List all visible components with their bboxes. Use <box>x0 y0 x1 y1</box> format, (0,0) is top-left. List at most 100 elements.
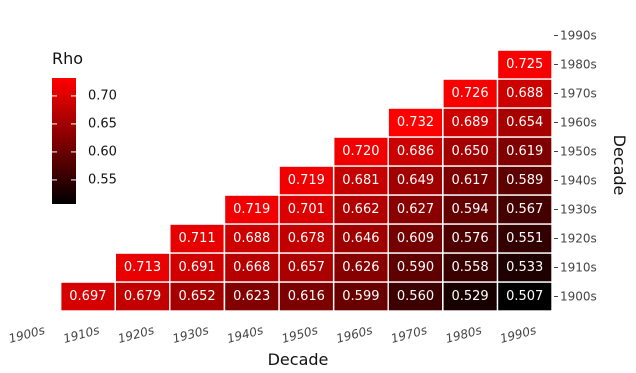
heatmap-cell <box>334 282 388 311</box>
x-tick-label: 1920s <box>116 323 155 346</box>
y-tick-label: 1920s <box>560 232 597 246</box>
cell-value-label: 0.697 <box>69 289 106 304</box>
legend-tick-label: 0.65 <box>88 116 117 131</box>
cell-value-label: 0.688 <box>233 231 270 246</box>
heatmap-cell <box>388 224 442 253</box>
cell-value-label: 0.623 <box>233 289 270 304</box>
heatmap-cell <box>388 282 442 311</box>
heatmap-cell <box>334 224 388 253</box>
x-axis-title: Decade <box>268 350 329 369</box>
heatmap-cell <box>225 195 279 224</box>
cell-value-label: 0.617 <box>451 173 488 188</box>
heatmap-cell <box>498 79 552 108</box>
cell-value-label: 0.590 <box>397 260 434 275</box>
cell-value-label: 0.678 <box>288 231 325 246</box>
y-tick-label: 1930s <box>560 203 597 217</box>
heatmap-cell <box>170 253 224 282</box>
cell-value-label: 0.652 <box>178 289 215 304</box>
y-tick-label: 1940s <box>560 174 597 188</box>
heatmap-cell <box>388 253 442 282</box>
x-tick-label: 1910s <box>62 323 101 346</box>
heatmap-cell <box>388 137 442 166</box>
heatmap-cell <box>443 108 497 137</box>
cell-value-label: 0.688 <box>506 86 543 101</box>
legend-colorbar <box>52 78 76 204</box>
y-tick-label: 1900s <box>560 290 597 304</box>
cell-value-label: 0.686 <box>397 144 434 159</box>
heatmap-cell <box>443 137 497 166</box>
y-tick-label: 1950s <box>560 145 597 159</box>
cell-value-label: 0.589 <box>506 173 543 188</box>
cell-value-label: 0.726 <box>451 86 488 101</box>
cell-value-label: 0.701 <box>288 202 325 217</box>
cell-value-label: 0.627 <box>397 202 434 217</box>
heatmap-cell <box>443 166 497 195</box>
cell-value-label: 0.720 <box>342 144 379 159</box>
cell-value-label: 0.649 <box>397 173 434 188</box>
y-tick-label: 1980s <box>560 58 597 72</box>
cell-value-label: 0.662 <box>342 202 379 217</box>
cell-value-label: 0.681 <box>342 173 379 188</box>
heatmap-cell <box>116 253 170 282</box>
heatmap-cell <box>443 195 497 224</box>
cell-value-label: 0.689 <box>451 115 488 130</box>
cell-value-label: 0.650 <box>451 144 488 159</box>
heatmap-cell <box>334 166 388 195</box>
y-tick-label: 1960s <box>560 116 597 130</box>
heatmap-cell <box>498 166 552 195</box>
heatmap-cell <box>498 137 552 166</box>
heatmap-cell <box>279 224 333 253</box>
cell-value-label: 0.551 <box>506 231 543 246</box>
legend-ticks: 0.70 0.65 0.60 0.55 <box>52 88 117 187</box>
cell-value-label: 0.560 <box>397 289 434 304</box>
cell-value-label: 0.691 <box>178 260 215 275</box>
heatmap-cell <box>498 282 552 311</box>
cell-value-label: 0.567 <box>506 202 543 217</box>
heatmap-cell <box>116 282 170 311</box>
heatmap-cell <box>498 195 552 224</box>
x-tick-label: 1940s <box>226 323 265 346</box>
cell-value-label: 0.654 <box>506 115 543 130</box>
heatmap-cells: 0.697 0.679 0.652 0.623 0.616 0.599 0.560 0.529… <box>61 50 552 311</box>
heatmap-cell <box>170 224 224 253</box>
heatmap-cell <box>225 224 279 253</box>
heatmap-cell <box>279 282 333 311</box>
legend-tick-label: 0.55 <box>88 172 117 187</box>
cell-value-label: 0.679 <box>124 289 161 304</box>
x-tick-label: 1980s <box>444 323 483 346</box>
cell-value-label: 0.719 <box>288 173 325 188</box>
heatmap-cell <box>388 195 442 224</box>
x-tick-label: 1950s <box>280 323 319 346</box>
x-tick-label: 1930s <box>171 323 210 346</box>
heatmap-cell <box>498 108 552 137</box>
x-axis-ticks: 1900s 1910s 1920s 1930s 1940s 1950s 1960s 1970s… <box>7 323 538 346</box>
heatmap-cell <box>498 50 552 79</box>
y-axis-title: Decade <box>610 135 629 196</box>
heatmap-cell <box>334 137 388 166</box>
cell-value-label: 0.713 <box>124 260 161 275</box>
heatmap-cell <box>225 282 279 311</box>
heatmap-cell <box>443 253 497 282</box>
y-axis-ticks: 1900s 1910s 1920s 1930s 1940s 1950s 1960s 1970s… <box>554 29 597 304</box>
heatmap-cell <box>279 166 333 195</box>
heatmap-cell <box>443 79 497 108</box>
heatmap-cell <box>279 253 333 282</box>
cell-value-label: 0.711 <box>178 231 215 246</box>
cell-value-label: 0.619 <box>506 144 543 159</box>
color-legend: Rho 0.70 0.65 0.60 0.55 <box>52 49 117 204</box>
cell-value-label: 0.529 <box>451 289 488 304</box>
x-tick-label: 1990s <box>499 323 538 346</box>
legend-title: Rho <box>52 49 83 68</box>
heatmap-cell <box>279 195 333 224</box>
cell-value-label: 0.576 <box>451 231 488 246</box>
heatmap-cell <box>498 253 552 282</box>
heatmap-cell <box>334 195 388 224</box>
y-tick-label: 1910s <box>560 261 597 275</box>
cell-value-label: 0.626 <box>342 260 379 275</box>
cell-value-label: 0.725 <box>506 57 543 72</box>
x-tick-label: 1960s <box>335 323 374 346</box>
y-tick-label: 1970s <box>560 87 597 101</box>
cell-value-label: 0.558 <box>451 260 488 275</box>
heatmap-cell <box>443 282 497 311</box>
